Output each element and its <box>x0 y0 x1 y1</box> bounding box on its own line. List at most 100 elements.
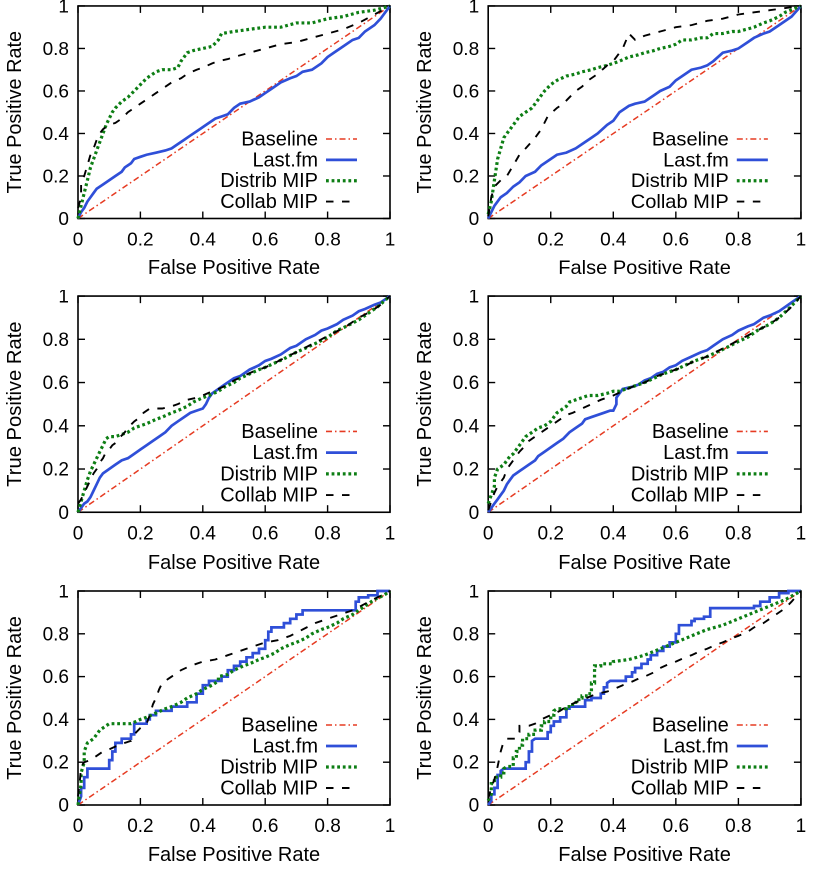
legend-label-collab-mip: Collab MIP <box>631 191 729 213</box>
collab-mip-line <box>487 295 802 511</box>
last-fm-line <box>76 589 390 806</box>
roc-panel-bottom-left: 0 0.2 0.4 0.6 0.8 1 0 0.2 0.4 0.6 0.8 1 False Positi… <box>0 585 410 877</box>
legend-label-last-fm: Last.fm <box>663 442 729 464</box>
x-tick-label: 1 <box>796 523 807 544</box>
x-tick-label: 0.6 <box>663 229 689 250</box>
x-tick-label: 0.8 <box>725 816 751 837</box>
legend-label-distrib-mip: Distrib MIP <box>220 757 318 779</box>
baseline-line <box>77 590 391 806</box>
baseline-line <box>487 590 802 806</box>
legend-label-collab-mip: Collab MIP <box>631 485 729 507</box>
legend-label-baseline: Baseline <box>652 421 729 443</box>
y-tick-label: 0 <box>469 209 480 230</box>
y-tick-label: 0.4 <box>453 710 480 731</box>
y-axis-label: True Positive Rate <box>4 616 26 780</box>
y-tick-label: 0.8 <box>43 330 69 351</box>
x-tick-label: 0.2 <box>538 816 564 837</box>
x-tick-label: 0.6 <box>252 816 278 837</box>
legend-label-last-fm: Last.fm <box>252 442 318 464</box>
y-tick-label: 1 <box>58 290 69 308</box>
y-tick-label: 0.8 <box>453 330 479 351</box>
x-tick-label: 0 <box>483 523 494 544</box>
x-tick-label: 0.4 <box>600 816 627 837</box>
x-tick-label: 0.2 <box>538 229 564 250</box>
roc-panel-middle-right: 0 0.2 0.4 0.6 0.8 1 0 0.2 0.4 0.6 0.8 1 False Positi… <box>410 290 821 585</box>
legend-label-collab-mip: Collab MIP <box>220 778 318 800</box>
x-tick-label: 1 <box>385 229 396 250</box>
y-tick-label: 0.8 <box>43 39 69 60</box>
x-tick-label: 0.8 <box>314 523 340 544</box>
y-tick-label: 0.8 <box>453 39 479 60</box>
y-tick-label: 1 <box>469 0 480 17</box>
x-tick-label: 0.4 <box>600 523 627 544</box>
x-tick-label: 0.6 <box>252 523 278 544</box>
x-axis-label: False Positive Rate <box>558 844 731 866</box>
x-tick-label: 1 <box>385 816 396 837</box>
y-tick-label: 0.2 <box>43 166 69 187</box>
x-tick-label: 1 <box>796 229 807 250</box>
y-tick-label: 0.4 <box>453 124 479 145</box>
legend-label-last-fm: Last.fm <box>663 736 729 758</box>
last-fm-line <box>76 5 392 220</box>
y-tick-label: 0.6 <box>453 82 479 103</box>
x-tick-label: 0.8 <box>725 523 751 544</box>
x-tick-label: 1 <box>796 816 807 837</box>
legend-label-collab-mip: Collab MIP <box>631 778 729 800</box>
tick-marks <box>77 295 391 513</box>
legend-label-distrib-mip: Distrib MIP <box>631 463 729 485</box>
axes-box <box>487 295 802 514</box>
y-tick-label: 0.4 <box>453 416 480 437</box>
legend-label-baseline: Baseline <box>241 421 318 443</box>
roc-chart-top-right: 0 0.2 0.4 0.6 0.8 1 0 0.2 0.4 0.6 0.8 1 False Positi… <box>414 0 807 279</box>
y-tick-label: 1 <box>469 290 480 308</box>
y-axis-label: True Positive Rate <box>4 321 26 486</box>
roc-chart-middle-right: 0 0.2 0.4 0.6 0.8 1 0 0.2 0.4 0.6 0.8 1 False Positi… <box>414 290 807 574</box>
y-tick-label: 0.2 <box>43 460 69 481</box>
last-fm-line <box>76 294 391 514</box>
y-axis-label: True Positive Rate <box>4 31 26 194</box>
axes-box <box>487 5 802 220</box>
x-axis-label: False Positive Rate <box>148 844 320 866</box>
legend-label-distrib-mip: Distrib MIP <box>631 757 729 779</box>
axes-box <box>77 5 391 220</box>
legend-label-baseline: Baseline <box>241 129 318 151</box>
legend-label-distrib-mip: Distrib MIP <box>220 170 318 192</box>
x-tick-label: 0.4 <box>190 816 217 837</box>
x-axis-label: False Positive Rate <box>148 257 320 279</box>
collab-mip-line <box>77 295 391 505</box>
x-tick-label: 0.6 <box>252 229 278 250</box>
x-axis-label: False Positive Rate <box>558 257 731 279</box>
roc-chart-bottom-right: 0 0.2 0.4 0.6 0.8 1 0 0.2 0.4 0.6 0.8 1 False Positi… <box>414 585 807 866</box>
baseline-line <box>77 5 391 220</box>
collab-mip-line <box>77 5 391 209</box>
y-tick-label: 0.2 <box>453 460 479 481</box>
distrib-mip-line <box>486 294 803 505</box>
x-tick-label: 0.4 <box>190 523 217 544</box>
y-axis-label: True Positive Rate <box>414 31 436 194</box>
axes-box <box>77 590 391 806</box>
axes-box <box>77 295 391 514</box>
x-tick-label: 0 <box>483 816 494 837</box>
y-tick-label: 0 <box>58 503 69 524</box>
axes-box <box>487 590 802 806</box>
legend-label-baseline: Baseline <box>241 715 318 737</box>
legend-label-collab-mip: Collab MIP <box>220 485 318 507</box>
legend-label-baseline: Baseline <box>652 129 729 151</box>
y-tick-label: 0.6 <box>43 373 69 394</box>
x-tick-label: 0.6 <box>663 523 689 544</box>
y-tick-label: 0.2 <box>453 753 479 774</box>
y-tick-label: 0.6 <box>43 81 69 102</box>
x-tick-label: 1 <box>385 523 396 544</box>
y-axis-label: True Positive Rate <box>414 322 436 487</box>
collab-mip-line <box>487 5 802 217</box>
y-tick-label: 0.8 <box>43 624 69 645</box>
legend-label-baseline: Baseline <box>652 715 729 737</box>
y-tick-label: 0.6 <box>453 373 479 394</box>
